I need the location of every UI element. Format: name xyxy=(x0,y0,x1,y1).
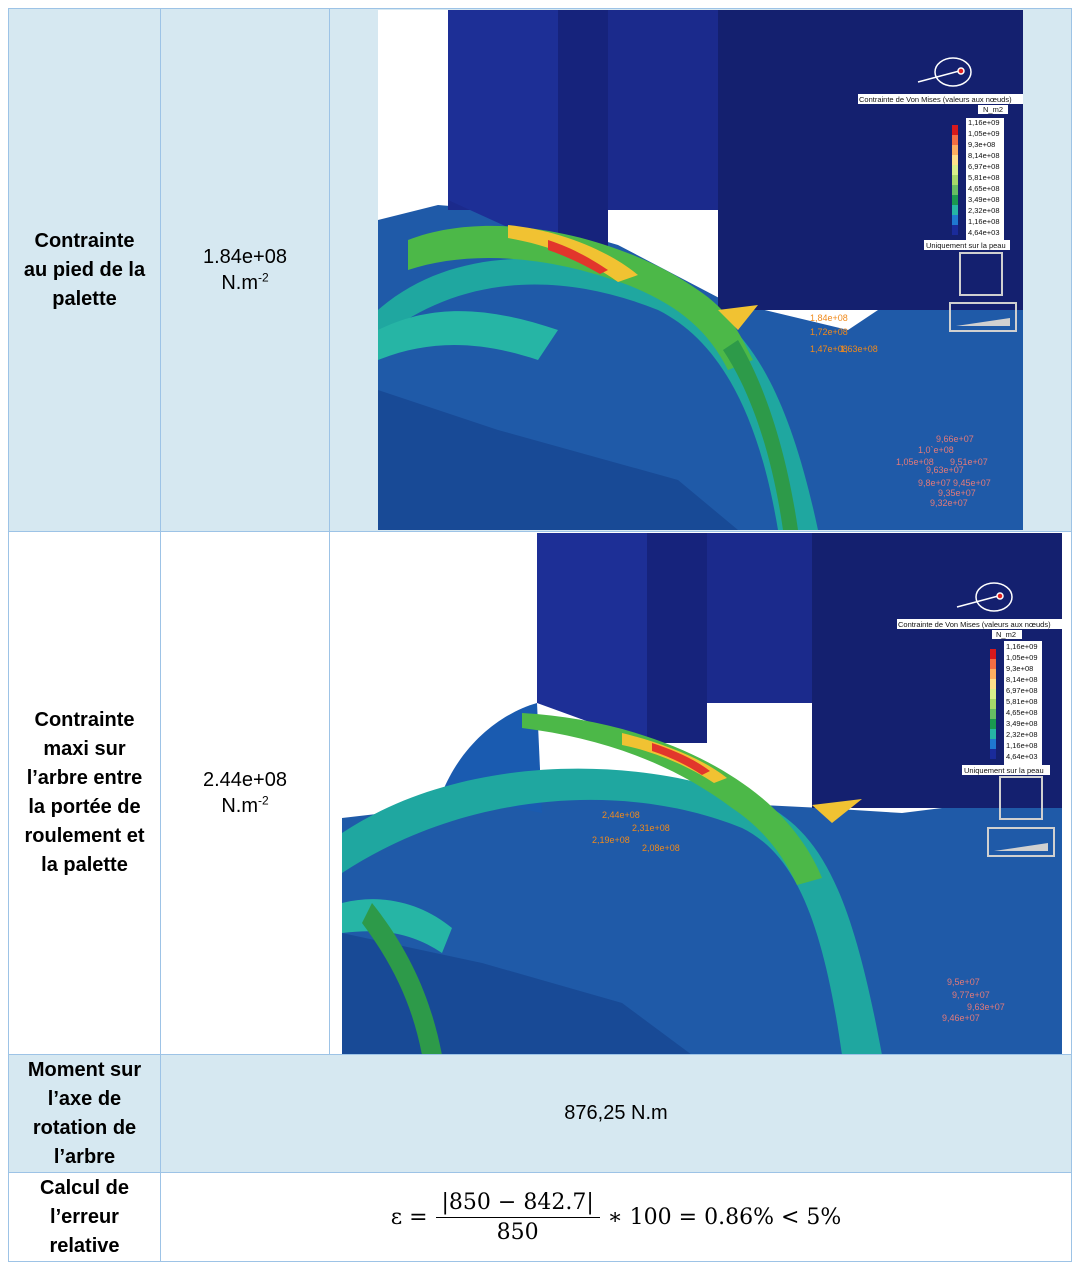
fea-image-1: 1,84e+08 1,72e+08 1,47e+08 1,63e+08 9,66… xyxy=(378,10,1023,530)
image1-label: 1,47e+08 xyxy=(810,344,848,354)
row3-label-cell: Moment sur l’axe de rotation de l’arbre xyxy=(8,1054,161,1173)
svg-text:1,05e+09: 1,05e+09 xyxy=(968,129,1000,138)
image1-label: 1,72e+08 xyxy=(810,327,848,337)
image2-label: 2,44e+08 xyxy=(602,810,640,820)
svg-text:9,46e+07: 9,46e+07 xyxy=(942,1013,980,1023)
row2-value-cell: 2.44e+08 N.m-2 xyxy=(160,531,330,1055)
svg-text:4,64e+03: 4,64e+03 xyxy=(1006,752,1038,761)
row4-label-cell: Calcul de l’erreur relative xyxy=(8,1172,161,1262)
svg-text:9,3e+08: 9,3e+08 xyxy=(968,140,995,149)
svg-text:9,63e+07: 9,63e+07 xyxy=(967,1002,1005,1012)
svg-text:1,0`e+08: 1,0`e+08 xyxy=(918,445,954,455)
row2-unit: N.m-2 xyxy=(221,793,269,817)
svg-text:9,66e+07: 9,66e+07 xyxy=(936,434,974,444)
legend-footer: Uniquement sur la peau xyxy=(964,766,1044,775)
formula-rhs: ∗ 100 = 0.86% < 5% xyxy=(607,1204,842,1230)
row2-image-cell: 2,44e+08 2,31e+08 2,19e+08 2,08e+08 9,5e… xyxy=(329,531,1072,1055)
row3-value-cell: 876,25 N.m xyxy=(160,1054,1072,1173)
svg-text:2,32e+08: 2,32e+08 xyxy=(968,206,1000,215)
svg-text:9,63e+07: 9,63e+07 xyxy=(926,465,964,475)
svg-text:6,97e+08: 6,97e+08 xyxy=(968,162,1000,171)
row1-image-cell: 1,84e+08 1,72e+08 1,47e+08 1,63e+08 9,66… xyxy=(329,8,1072,532)
axis-compass-icon xyxy=(917,57,972,87)
svg-text:4,64e+03: 4,64e+03 xyxy=(968,228,1000,237)
image1-marker-labels: 1,84e+08 1,72e+08 1,47e+08 1,63e+08 xyxy=(810,313,878,354)
svg-text:9,8e+07: 9,8e+07 xyxy=(918,478,951,488)
svg-text:3,49e+08: 3,49e+08 xyxy=(1006,719,1038,728)
svg-text:9,3e+08: 9,3e+08 xyxy=(1006,664,1033,673)
svg-text:1,16e+08: 1,16e+08 xyxy=(1006,741,1038,750)
view-toolbar-icons xyxy=(987,776,1055,857)
svg-text:1,16e+09: 1,16e+09 xyxy=(968,118,1000,127)
legend-unit: N_m2 xyxy=(983,105,1003,114)
svg-text:2,32e+08: 2,32e+08 xyxy=(1006,730,1038,739)
svg-text:4,65e+08: 4,65e+08 xyxy=(968,184,1000,193)
image1-label: 1,84e+08 xyxy=(810,313,848,323)
axis-compass-icon xyxy=(956,582,1013,612)
formula-denominator: 850 xyxy=(496,1219,539,1245)
svg-text:6,97e+08: 6,97e+08 xyxy=(1006,686,1038,695)
legend-values: 1,16e+09 1,05e+09 9,3e+08 8,14e+08 6,97e… xyxy=(968,118,1000,237)
fea-image-2: 2,44e+08 2,31e+08 2,19e+08 2,08e+08 9,5e… xyxy=(342,533,1062,1054)
svg-text:9,45e+07: 9,45e+07 xyxy=(953,478,991,488)
row1-unit: N.m-2 xyxy=(221,270,269,294)
row1-value: 1.84e+08 xyxy=(203,246,287,268)
svg-text:9,35e+07: 9,35e+07 xyxy=(938,488,976,498)
formula-numerator: |850 − 842.7| xyxy=(435,1190,600,1218)
svg-text:1,05e+09: 1,05e+09 xyxy=(1006,653,1038,662)
svg-text:4,65e+08: 4,65e+08 xyxy=(1006,708,1038,717)
row2-value: 2.44e+08 xyxy=(203,769,287,791)
legend-footer: Uniquement sur la peau xyxy=(926,241,1006,250)
row2-label-cell: Contrainte maxi sur l’arbre entre la por… xyxy=(8,531,161,1055)
legend-title: Contrainte de Von Mises (valeurs aux nœu… xyxy=(859,95,1012,104)
svg-text:8,14e+08: 8,14e+08 xyxy=(1006,675,1038,684)
image1-label: 1,63e+08 xyxy=(840,344,878,354)
row3-label: Moment sur l’axe de rotation de l’arbre xyxy=(27,1058,142,1168)
svg-text:9,5e+07: 9,5e+07 xyxy=(947,977,980,987)
legend-color-scale xyxy=(952,125,958,235)
svg-text:9,51e+07: 9,51e+07 xyxy=(950,457,988,467)
row1-value-cell: 1.84e+08 N.m-2 xyxy=(160,8,330,532)
legend-values: 1,16e+09 1,05e+09 9,3e+08 8,14e+08 6,97e… xyxy=(1006,642,1038,761)
image2-marker-labels: 2,44e+08 2,31e+08 2,19e+08 2,08e+08 xyxy=(592,810,680,853)
image2-label: 2,19e+08 xyxy=(592,835,630,845)
image2-label: 2,31e+08 xyxy=(632,823,670,833)
image1-cluster-labels: 9,66e+07 1,0`e+08 1,05e+08 9,51e+07 9,63… xyxy=(896,434,991,508)
row1-label: Contrainte au pied de la palette xyxy=(23,229,146,310)
row1-label-cell: Contrainte au pied de la palette xyxy=(8,8,161,532)
svg-text:9,32e+07: 9,32e+07 xyxy=(930,498,968,508)
svg-text:1,16e+09: 1,16e+09 xyxy=(1006,642,1038,651)
legend-title: Contrainte de Von Mises (valeurs aux nœu… xyxy=(898,620,1051,629)
row2-label: Contrainte maxi sur l’arbre entre la por… xyxy=(24,709,145,876)
image2-label: 2,08e+08 xyxy=(642,843,680,853)
image2-cluster-labels: 9,5e+07 9,77e+07 9,63e+07 9,46e+07 xyxy=(942,977,1005,1023)
svg-text:5,81e+08: 5,81e+08 xyxy=(1006,697,1038,706)
legend-color-scale xyxy=(990,649,996,759)
svg-text:9,77e+07: 9,77e+07 xyxy=(952,990,990,1000)
svg-text:1,05e+08: 1,05e+08 xyxy=(896,457,934,467)
formula-fraction: |850 − 842.7| 850 xyxy=(435,1190,600,1245)
legend-unit: N_m2 xyxy=(996,630,1016,639)
svg-text:8,14e+08: 8,14e+08 xyxy=(968,151,1000,160)
svg-text:5,81e+08: 5,81e+08 xyxy=(968,173,1000,182)
moment-value: 876,25 N.m xyxy=(564,1102,668,1124)
view-toolbar-icons xyxy=(949,252,1017,332)
row4-formula-cell: ε = |850 − 842.7| 850 ∗ 100 = 0.86% < 5% xyxy=(160,1172,1072,1262)
svg-text:1,16e+08: 1,16e+08 xyxy=(968,217,1000,226)
svg-text:3,49e+08: 3,49e+08 xyxy=(968,195,1000,204)
row4-label: Calcul de l’erreur relative xyxy=(40,1176,129,1257)
legend-title-box xyxy=(858,94,1023,104)
formula-lhs: ε = xyxy=(390,1204,428,1230)
